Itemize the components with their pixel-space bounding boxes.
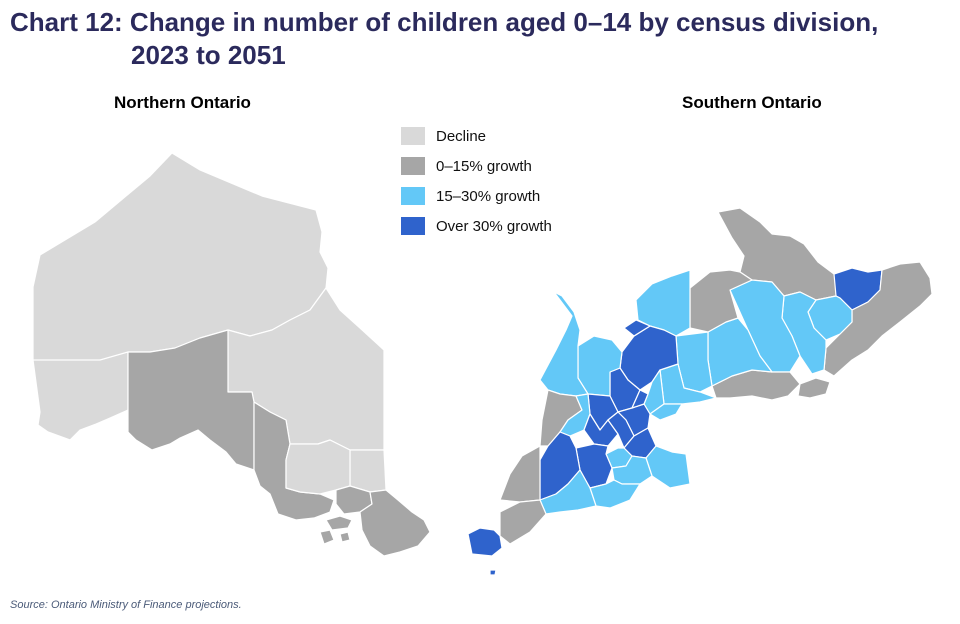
region-nipissing-parry-sound bbox=[359, 489, 431, 557]
region-sudbury bbox=[285, 439, 351, 495]
legend-label-decline: Decline bbox=[436, 127, 487, 145]
northern-ontario-heading: Northern Ontario bbox=[114, 93, 251, 112]
region-lambton bbox=[499, 445, 541, 503]
region-waterloo bbox=[583, 413, 619, 447]
region-prince-edward bbox=[797, 377, 831, 399]
region-simcoe-north bbox=[623, 319, 651, 337]
region-haliburton bbox=[689, 269, 753, 333]
legend-label-low-growth: 0–15% growth bbox=[436, 157, 532, 175]
chart-title-line-1: Chart 12: Change in number of children a… bbox=[10, 7, 879, 37]
region-niagara bbox=[645, 445, 691, 489]
legend-swatch-high-growth bbox=[401, 217, 425, 235]
region-manitoulin bbox=[325, 515, 353, 531]
legend-swatch-decline bbox=[401, 127, 425, 145]
source-note: Source: Ontario Ministry of Finance proj… bbox=[10, 599, 242, 611]
southern-ontario-map bbox=[467, 207, 933, 576]
legend-swatch-low-growth bbox=[401, 157, 425, 175]
legend-swatch-mid-growth bbox=[401, 187, 425, 205]
region-peel bbox=[631, 389, 649, 409]
region-algoma bbox=[253, 401, 335, 521]
region-western-strip bbox=[32, 351, 129, 441]
island-1 bbox=[319, 529, 335, 545]
southern-ontario-heading: Southern Ontario bbox=[682, 93, 822, 112]
legend-item-decline: Decline bbox=[401, 121, 552, 151]
chart-title: Chart 12: Change in number of children a… bbox=[10, 6, 940, 72]
island-2 bbox=[339, 531, 351, 543]
legend-label-high-growth: Over 30% growth bbox=[436, 217, 552, 235]
legend-label-mid-growth: 15–30% growth bbox=[436, 187, 541, 205]
region-norfolk bbox=[589, 479, 641, 509]
region-toronto bbox=[649, 403, 683, 421]
chart-title-line-2: 2023 to 2051 bbox=[131, 40, 286, 70]
region-timiskaming bbox=[349, 449, 387, 493]
legend: Decline 0–15% growth 15–30% growth Over … bbox=[401, 121, 552, 241]
legend-item-high-growth: Over 30% growth bbox=[401, 211, 552, 241]
region-elgin bbox=[539, 469, 597, 515]
region-essex bbox=[467, 527, 503, 557]
region-thunder-bay bbox=[127, 329, 255, 471]
northern-ontario-map bbox=[32, 152, 431, 557]
legend-item-mid-growth: 15–30% growth bbox=[401, 181, 552, 211]
legend-item-low-growth: 0–15% growth bbox=[401, 151, 552, 181]
region-chatham-kent bbox=[499, 499, 547, 545]
region-pelee-island bbox=[489, 569, 497, 576]
